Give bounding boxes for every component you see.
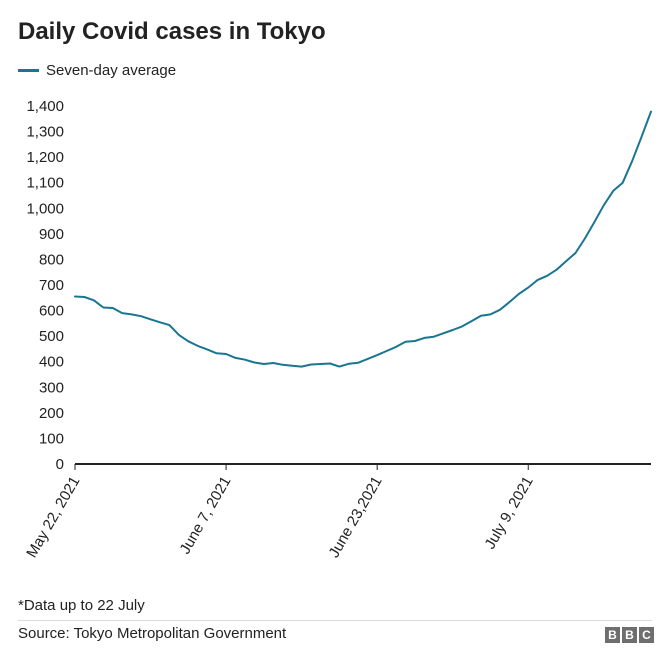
- y-tick-label: 1,200: [26, 149, 64, 166]
- y-tick-label: 1,400: [26, 98, 64, 115]
- source-divider: [18, 620, 652, 621]
- source-credit: Source: Tokyo Metropolitan Government: [18, 625, 287, 642]
- y-tick-label: 500: [39, 328, 64, 345]
- y-tick-label: 1,100: [26, 175, 64, 192]
- bbc-logo: B B C: [605, 627, 654, 643]
- legend-label: Seven-day average: [46, 62, 177, 79]
- x-tick-label: June 7, 2021: [176, 474, 234, 558]
- x-tick-label: May 22, 2021: [23, 474, 83, 561]
- legend: Seven-day average: [18, 62, 176, 79]
- y-tick-label: 800: [39, 251, 64, 268]
- y-tick-label: 1,000: [26, 200, 64, 217]
- y-tick-label: 700: [39, 277, 64, 294]
- y-tick-label: 400: [39, 354, 64, 371]
- y-tick-label: 100: [39, 430, 64, 447]
- line-chart: 0 100 200 300 400 500 600 700 800 900 1,000 1,100 1,…: [23, 98, 652, 561]
- x-tick-label: June 23,2021: [325, 474, 385, 561]
- y-tick-label: 600: [39, 303, 64, 320]
- y-tick-label: 300: [39, 379, 64, 396]
- y-tick-label: 0: [56, 456, 64, 473]
- series-line-seven-day-average: [74, 110, 652, 368]
- bbc-logo-letter: C: [639, 627, 654, 643]
- chart-title: Daily Covid cases in Tokyo: [18, 18, 326, 45]
- y-tick-label: 1,300: [26, 124, 64, 141]
- legend-line-swatch: [18, 69, 39, 72]
- bbc-logo-letter: B: [605, 627, 620, 643]
- bbc-logo-letter: B: [622, 627, 637, 643]
- y-tick-label: 200: [39, 405, 64, 422]
- x-tick-label: July 9, 2021: [482, 474, 537, 553]
- y-tick-label: 900: [39, 226, 64, 243]
- footnote: *Data up to 22 July: [18, 597, 145, 614]
